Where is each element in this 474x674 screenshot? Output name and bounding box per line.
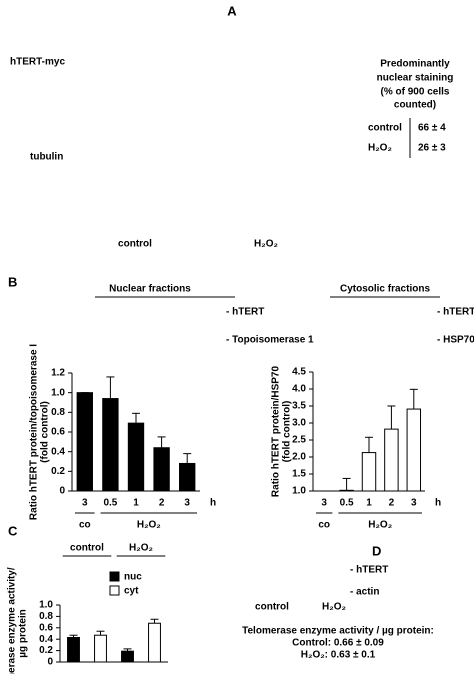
bar xyxy=(339,489,354,492)
panel-letter: B xyxy=(8,274,17,289)
y-axis-label: Ratio hTERT protein/topoisomerase I xyxy=(29,344,40,520)
legend-label: nuc xyxy=(124,572,142,583)
y-tick-label: 3.0 xyxy=(292,418,306,429)
bar xyxy=(361,452,377,492)
lane-label: H₂O₂ xyxy=(322,602,346,613)
table-cell: control xyxy=(368,123,402,134)
x-tick-label: 2 xyxy=(159,498,165,509)
blot-label: - hTERT xyxy=(226,307,264,318)
panel-letter: D xyxy=(372,543,381,558)
y-tick-label: 3.5 xyxy=(292,401,306,412)
y-axis-label: (fold control) xyxy=(40,401,51,463)
section-title: Nuclear fractions xyxy=(109,284,191,295)
caption: H₂O₂: 0.63 ± 0.1 xyxy=(301,650,376,661)
x-tick-label: 0.5 xyxy=(340,498,354,509)
legend-label: cyt xyxy=(124,586,139,597)
x-axis-label: h xyxy=(435,498,441,509)
blot-label: - hTERT xyxy=(350,565,388,576)
y-axis-label: (fold control) xyxy=(282,401,293,463)
x-tick-label: 3 xyxy=(184,498,190,509)
y-tick-label: 1.5 xyxy=(292,469,306,480)
y-tick-label: 1.0 xyxy=(51,387,65,398)
blot-label: - Topoisomerase 1 xyxy=(226,335,314,346)
bar xyxy=(179,462,196,492)
x-tick-label: 3 xyxy=(411,498,417,509)
bar xyxy=(127,422,145,492)
bar xyxy=(76,392,93,492)
y-tick-label: 0.6 xyxy=(51,427,65,438)
table-header: nuclear staining xyxy=(377,73,454,84)
y-tick-label: 1.0 xyxy=(39,600,53,611)
y-tick-label: 0 xyxy=(59,486,65,497)
y-tick-label: 0.4 xyxy=(51,446,65,457)
legend-swatch xyxy=(109,585,120,596)
y-tick-label: 0 xyxy=(47,657,53,668)
bar xyxy=(67,636,80,663)
section-title: Cytosolic fractions xyxy=(340,284,430,295)
blot-label: - hTERT xyxy=(437,307,474,318)
bar xyxy=(148,622,161,663)
x-tick-label: 3 xyxy=(82,498,88,509)
table-header: (% of 900 cells xyxy=(381,87,450,98)
table-cell: H₂O₂ xyxy=(368,143,392,154)
y-tick-label: 1.2 xyxy=(51,368,65,379)
x-tick-label: 1 xyxy=(366,498,372,509)
caption: Control: 0.66 ± 0.09 xyxy=(292,638,384,649)
table-cell: 66 ± 4 xyxy=(418,123,446,134)
table-header: counted) xyxy=(394,100,436,111)
x-axis-label: h xyxy=(210,498,216,509)
bar xyxy=(406,408,422,492)
y-axis-label: telomerase enzyme activity/ xyxy=(7,567,18,674)
y-tick-label: 0.8 xyxy=(51,407,65,418)
y-axis-label: µg protein xyxy=(18,609,29,658)
bar xyxy=(102,398,119,492)
bar xyxy=(384,428,399,492)
y-tick-label: 0.6 xyxy=(39,622,53,633)
x-tick-label: 1 xyxy=(133,498,139,509)
y-tick-label: 2.0 xyxy=(292,452,306,463)
lane-label: control xyxy=(118,239,152,250)
group-label: co xyxy=(318,520,330,531)
y-tick-label: 1.0 xyxy=(292,486,306,497)
y-tick-label: 0.4 xyxy=(39,634,53,645)
y-tick-label: 0.8 xyxy=(39,611,53,622)
blot-label: tubulin xyxy=(30,152,63,163)
y-tick-label: 4.5 xyxy=(292,367,306,378)
blot-label: - HSP70 xyxy=(437,335,474,346)
bar xyxy=(94,634,107,663)
category-label: H₂O₂ xyxy=(129,543,153,554)
x-tick-label: 3 xyxy=(321,498,327,509)
group-label: H₂O₂ xyxy=(137,520,161,531)
x-tick-label: 2 xyxy=(389,498,395,509)
table-cell: 26 ± 3 xyxy=(418,143,446,154)
y-tick-label: 0.2 xyxy=(51,466,65,477)
y-tick-label: 2.5 xyxy=(292,435,306,446)
lane-label: control xyxy=(255,602,289,613)
blot-label: hTERT-myc xyxy=(10,57,65,68)
lane-label: H₂O₂ xyxy=(254,239,278,250)
blot-label: - actin xyxy=(350,587,379,598)
y-tick-label: 4.0 xyxy=(292,384,306,395)
panel-letter: C xyxy=(8,523,18,538)
table-header: Predominantly xyxy=(380,59,450,70)
y-axis-label: Ratio hTERT protein/HSP70 xyxy=(271,366,282,498)
panel-letter: A xyxy=(227,3,237,18)
x-tick-label: 0.5 xyxy=(103,498,117,509)
bar xyxy=(153,447,170,492)
bar xyxy=(121,650,134,663)
y-tick-label: 0.2 xyxy=(39,645,53,656)
category-label: control xyxy=(70,543,104,554)
group-label: co xyxy=(79,520,91,531)
group-label: H₂O₂ xyxy=(368,520,392,531)
caption: Telomerase enzyme activity / µg protein: xyxy=(242,626,434,637)
legend-swatch xyxy=(109,571,120,582)
